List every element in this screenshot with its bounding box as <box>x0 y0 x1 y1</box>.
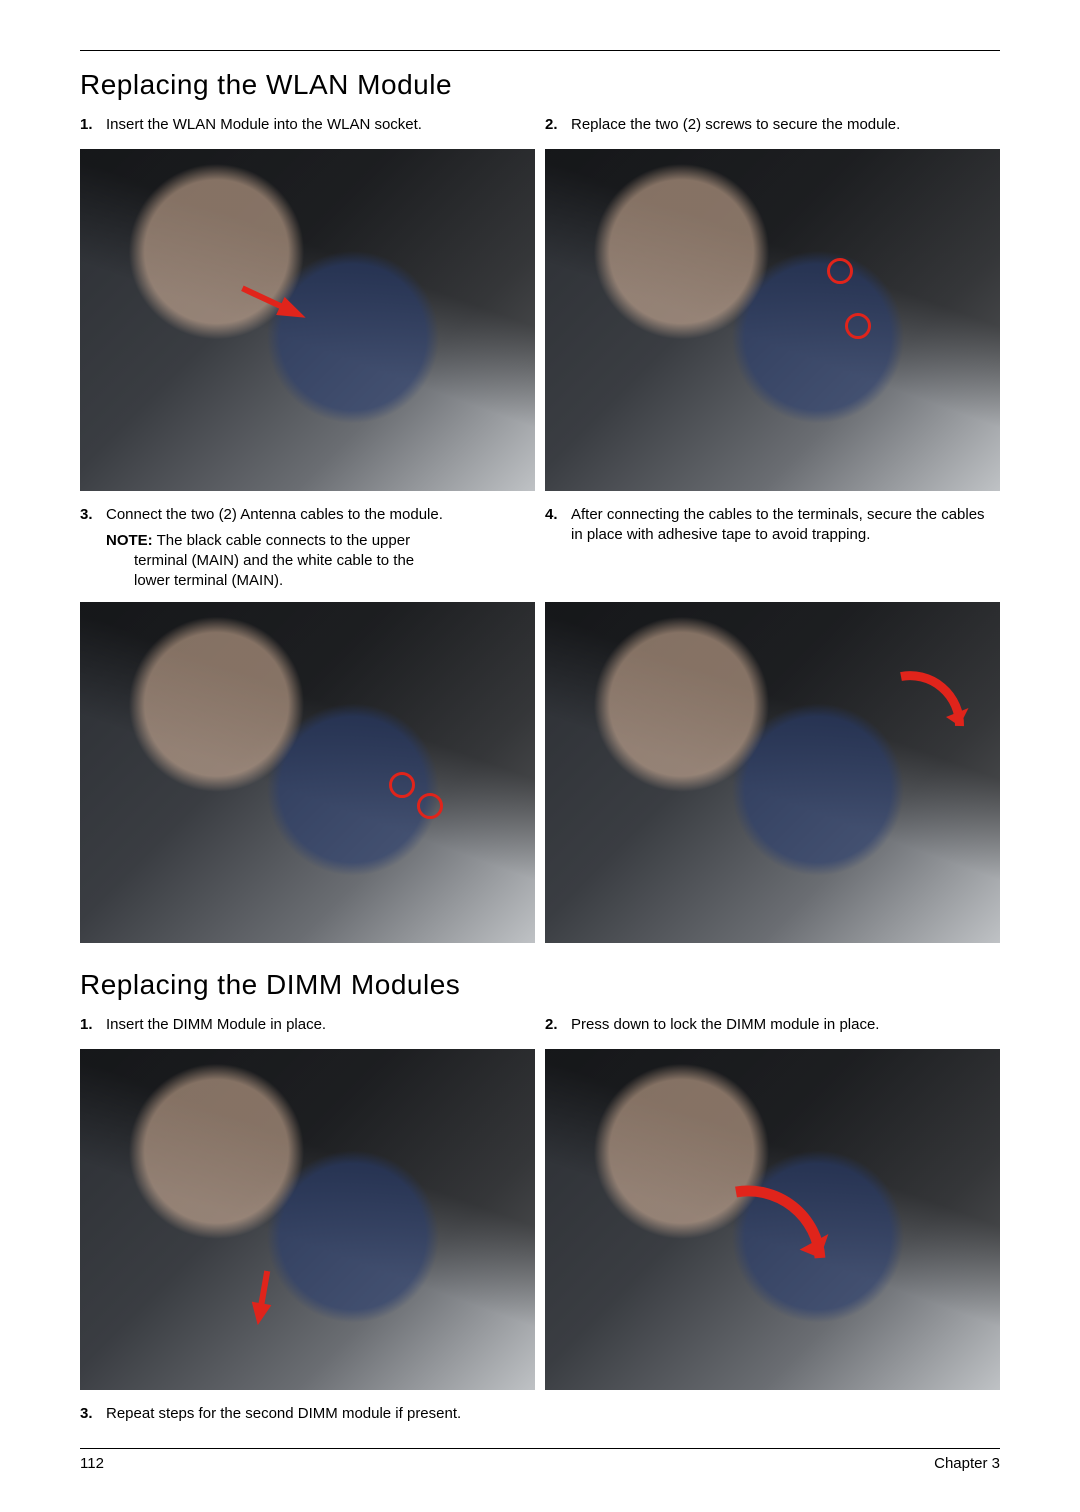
step-dimm-2: 2. Press down to lock the DIMM module in… <box>545 1015 1000 1035</box>
curve-arrow-icon <box>883 663 973 753</box>
figure-wlan-screws <box>545 149 1000 490</box>
page-footer: 112 Chapter 3 <box>80 1448 1000 1472</box>
note-text: The black cable connects to the upper <box>153 532 410 549</box>
page-number: 112 <box>80 1455 104 1472</box>
step-dimm-3: 3. Repeat steps for the second DIMM modu… <box>80 1404 1000 1424</box>
step-text: Press down to lock the DIMM module in pl… <box>571 1015 1000 1035</box>
step-text: Replace the two (2) screws to secure the… <box>571 115 1000 135</box>
circle-marker <box>389 772 415 798</box>
figure-wlan-insert <box>80 149 535 490</box>
arrow-icon <box>248 1269 277 1327</box>
chapter-label: Chapter 3 <box>934 1455 1000 1472</box>
step-num: 2. <box>545 1015 571 1035</box>
step-text: After connecting the cables to the termi… <box>571 505 1000 546</box>
circle-marker <box>417 793 443 819</box>
step-1: 1. Insert the WLAN Module into the WLAN … <box>80 115 535 135</box>
step-num: 3. <box>80 1404 106 1424</box>
note-line: lower terminal (MAIN). <box>80 571 535 591</box>
step-text: Repeat steps for the second DIMM module … <box>106 1404 1000 1424</box>
circle-marker <box>827 258 853 284</box>
step-text: Insert the DIMM Module in place. <box>106 1015 535 1035</box>
step-num: 3. <box>80 505 106 525</box>
step-dimm-1: 1. Insert the DIMM Module in place. <box>80 1015 535 1035</box>
step-num: 1. <box>80 115 106 135</box>
step-num: 1. <box>80 1015 106 1035</box>
step-text: Insert the WLAN Module into the WLAN soc… <box>106 115 535 135</box>
step-num: 2. <box>545 115 571 135</box>
step-num: 4. <box>545 505 571 546</box>
step-4: 4. After connecting the cables to the te… <box>545 505 1000 546</box>
arrow-icon <box>238 279 310 327</box>
curve-arrow-icon <box>718 1168 838 1288</box>
note-label: NOTE: <box>106 532 153 549</box>
bottom-rule <box>80 1448 1000 1449</box>
note-line: NOTE: The black cable connects to the up… <box>80 531 535 551</box>
heading-dimm: Replacing the DIMM Modules <box>80 969 1000 1001</box>
step-2: 2. Replace the two (2) screws to secure … <box>545 115 1000 135</box>
figure-dimm-press <box>545 1049 1000 1390</box>
step-text: Connect the two (2) Antenna cables to th… <box>106 505 535 525</box>
note-line: terminal (MAIN) and the white cable to t… <box>80 551 535 571</box>
figure-dimm-insert <box>80 1049 535 1390</box>
step-3: 3. Connect the two (2) Antenna cables to… <box>80 505 535 525</box>
figure-wlan-tape <box>545 602 1000 943</box>
top-rule <box>80 50 1000 51</box>
circle-marker <box>845 313 871 339</box>
heading-wlan: Replacing the WLAN Module <box>80 69 1000 101</box>
figure-wlan-antenna <box>80 602 535 943</box>
